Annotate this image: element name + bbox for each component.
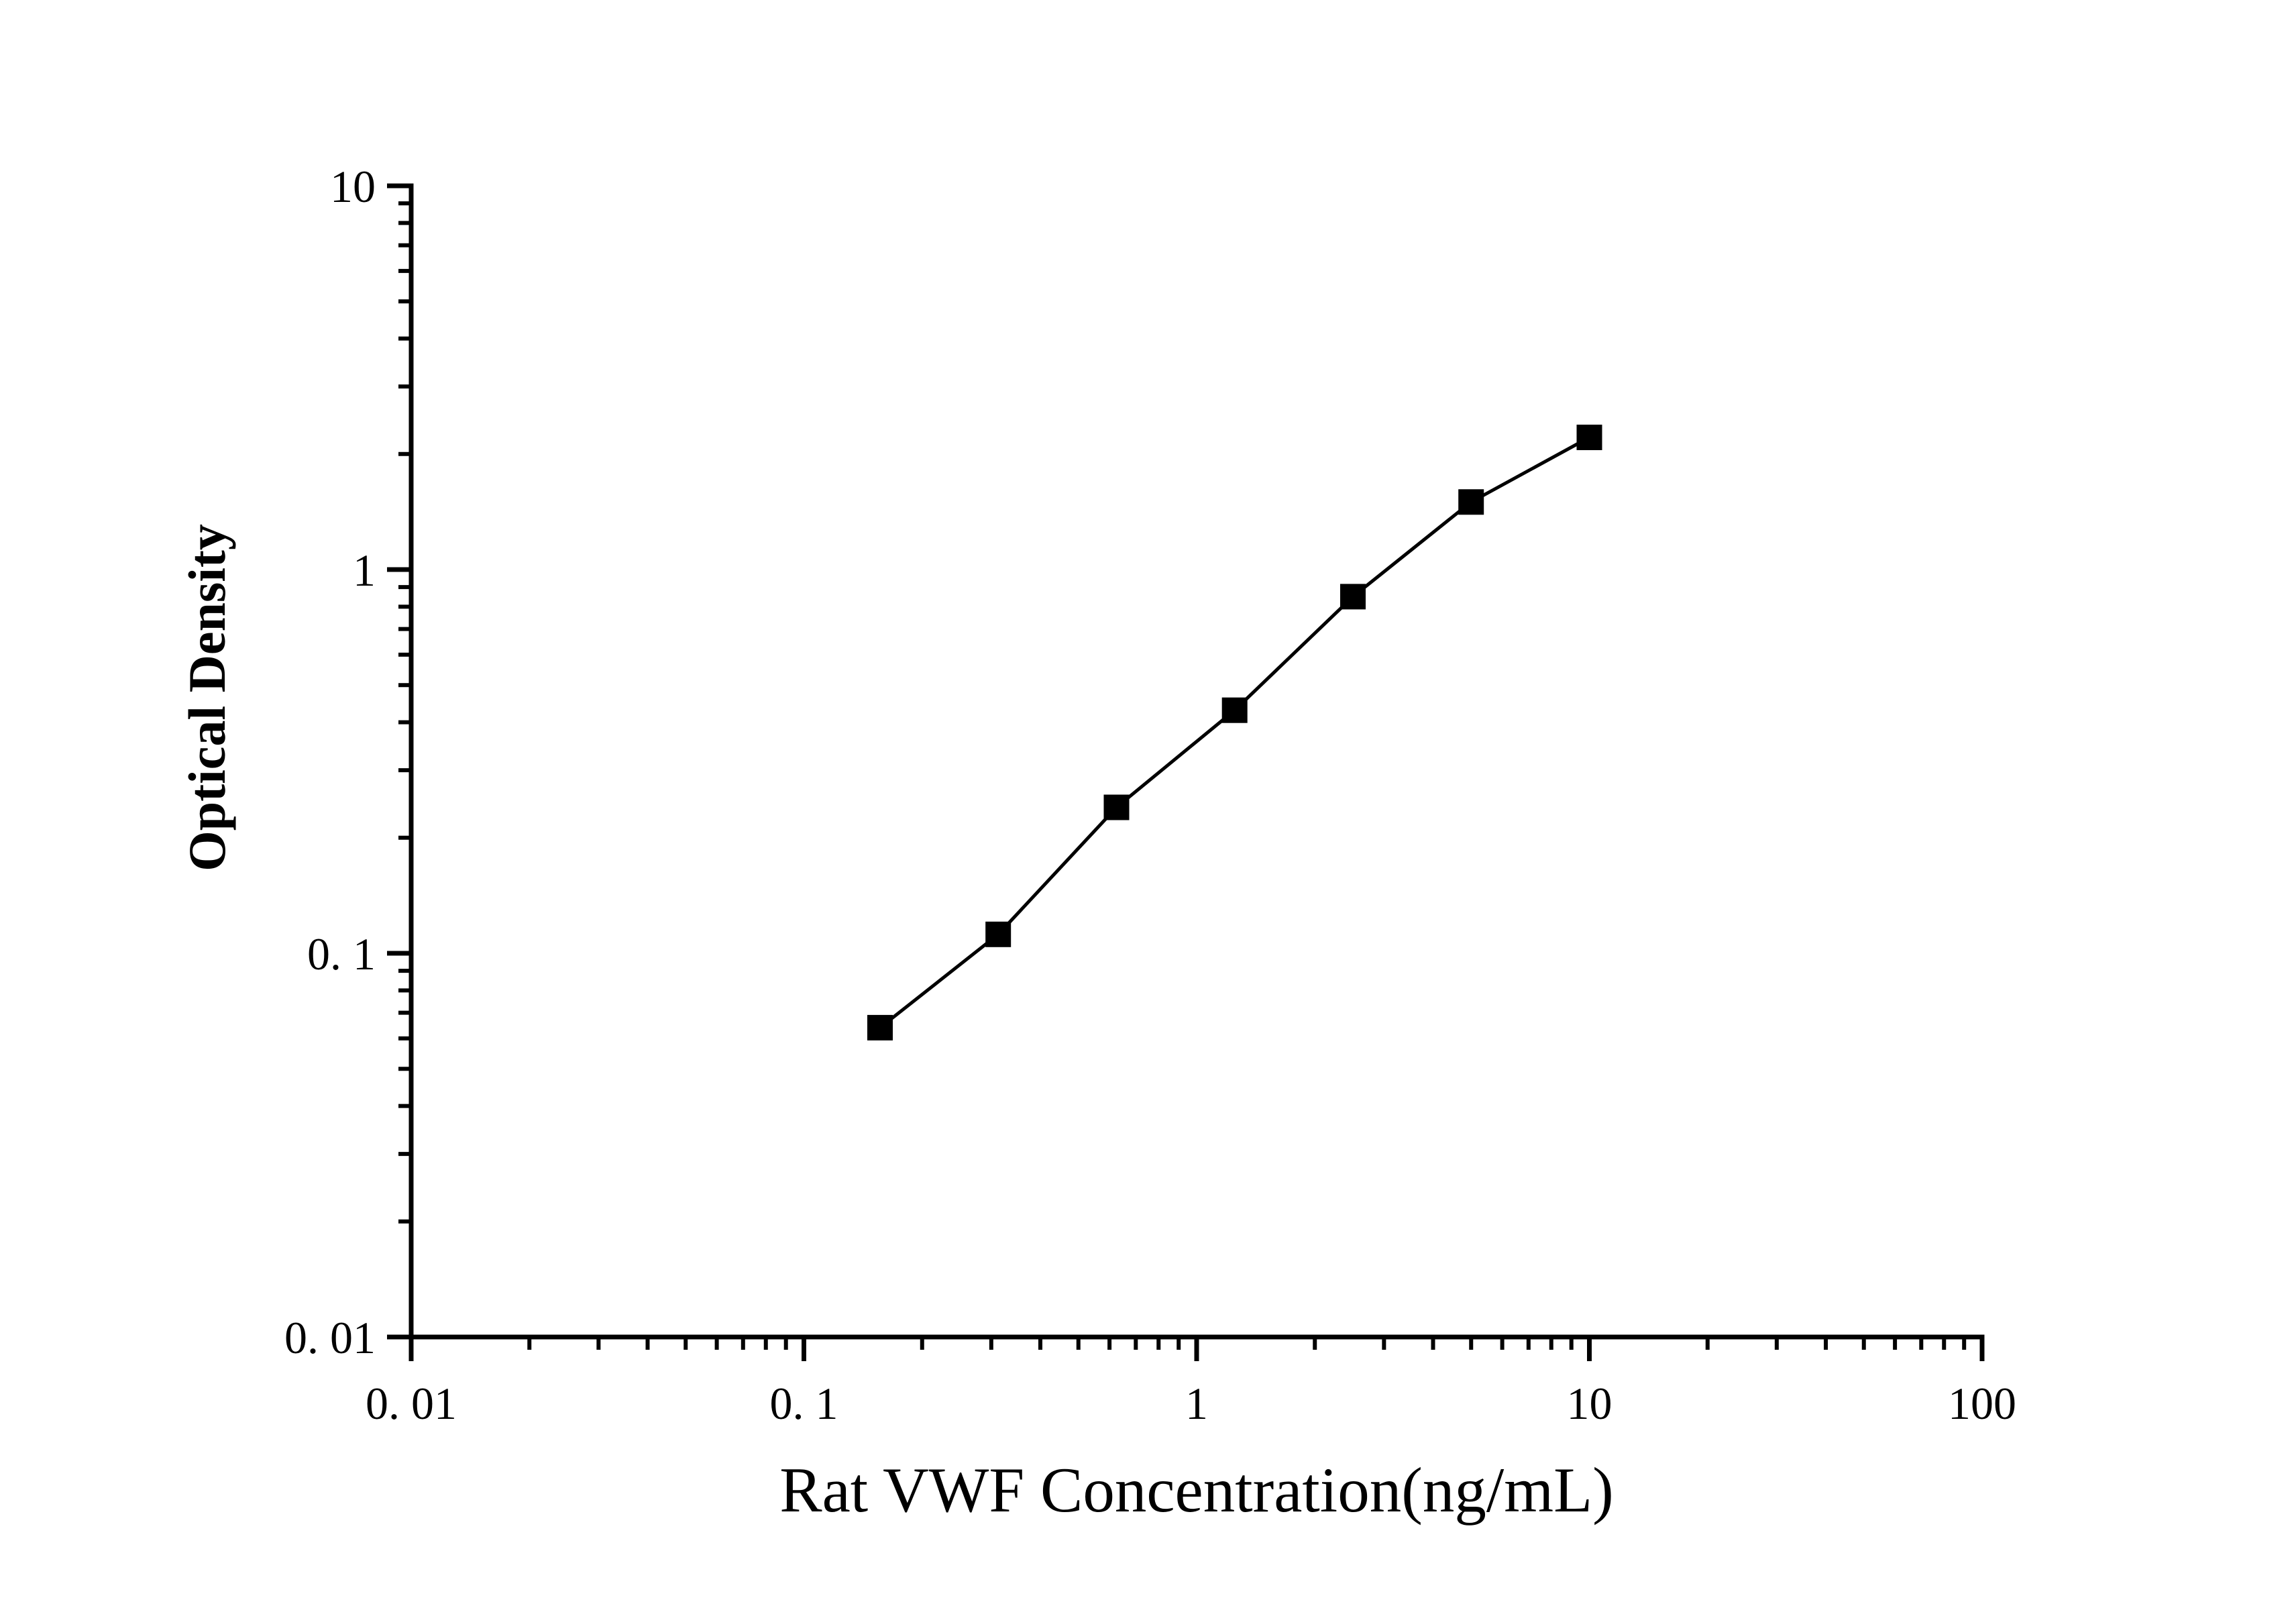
x-tick-label: 10 [1567,1378,1612,1429]
y-tick-label: 0. 01 [284,1312,376,1363]
data-point-marker [1103,794,1130,820]
y-axis-title: Optical Density [178,524,236,871]
y-tick-label: 10 [330,161,376,212]
y-axis-tick-labels: 0. 01 0. 1 1 10 [284,161,376,1363]
x-tick-label: 100 [1948,1378,2016,1429]
x-tick-label: 1 [1185,1378,1208,1429]
x-tick-label: 0. 01 [366,1378,457,1429]
y-tick-label: 0. 1 [307,928,376,979]
data-point-marker [985,921,1012,947]
x-axis-tick-labels: 0. 01 0. 1 1 10 100 [366,1378,2016,1429]
data-point-marker [1576,425,1602,450]
x-axis [408,1334,1985,1361]
data-point-marker [1458,489,1484,515]
data-point-marker [1340,584,1366,610]
data-point-marker [867,1014,893,1040]
y-tick-label: 1 [353,545,376,596]
x-tick-label: 0. 1 [770,1378,838,1429]
y-axis [387,183,414,1340]
data-point-marker [1221,697,1248,723]
series-standard-curve [867,425,1602,1040]
x-axis-title: Rat VWF Concentration(ng/mL) [779,1454,1614,1526]
